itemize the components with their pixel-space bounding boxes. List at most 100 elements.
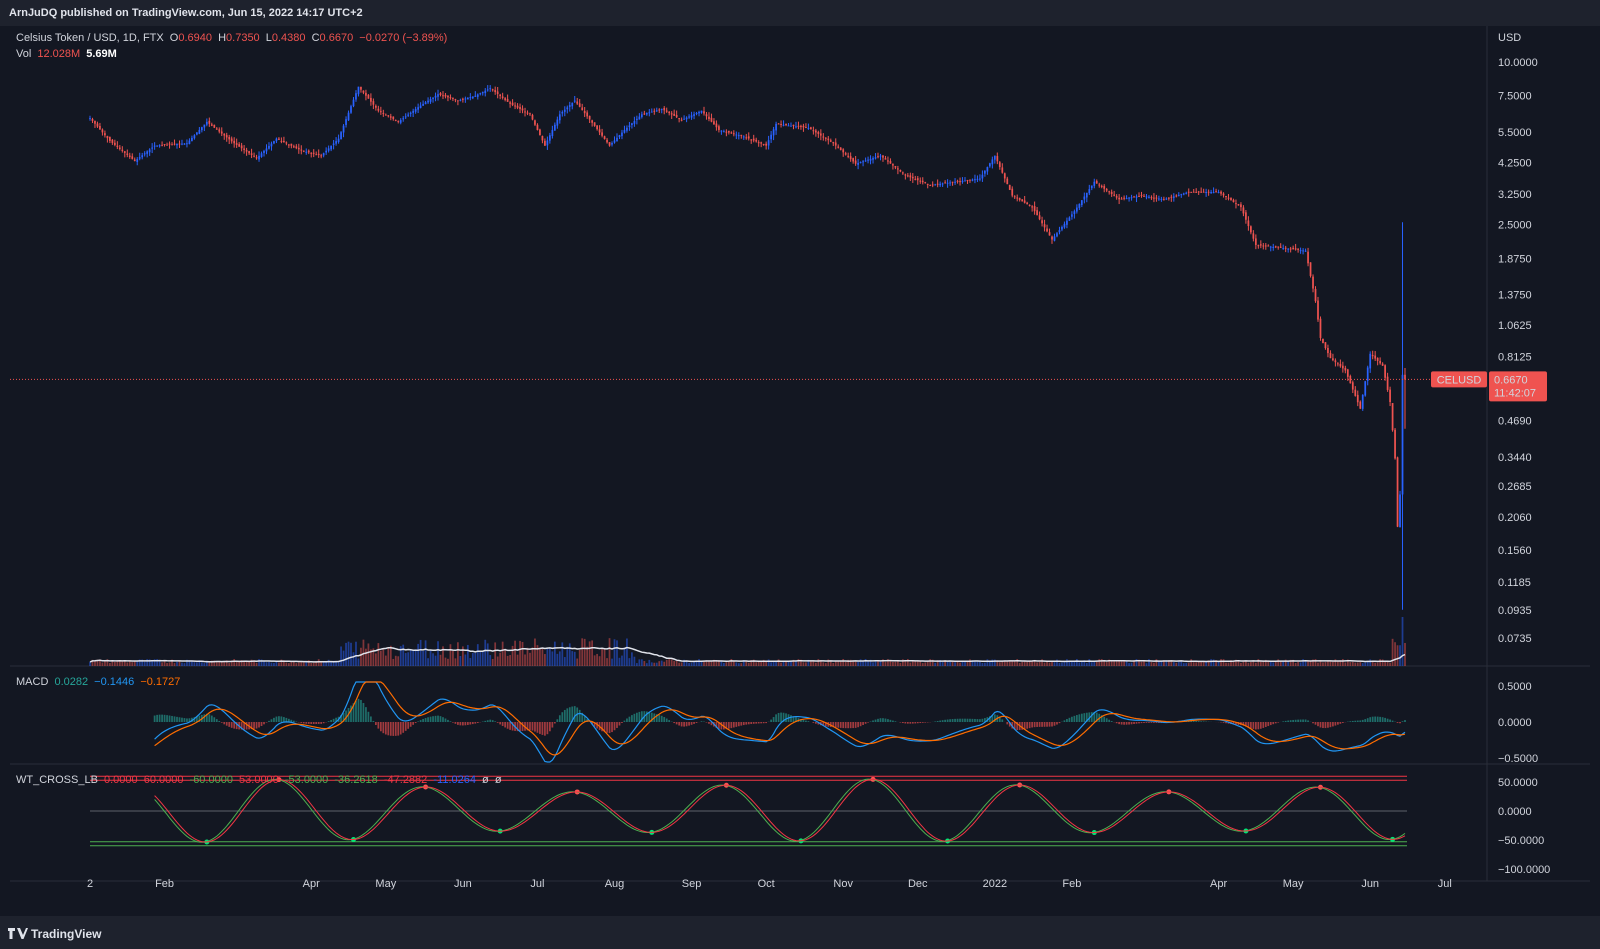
volume-bar (618, 657, 621, 666)
volume-bar (310, 662, 313, 666)
candle-body (335, 141, 337, 144)
tradingview-logo-icon[interactable] (8, 928, 28, 939)
volume-bar (718, 660, 720, 666)
volume-bar (924, 662, 927, 666)
macd-histogram-bar (317, 722, 320, 724)
price-tick-label: 7.5000 (1498, 91, 1532, 103)
volume-bar (1155, 659, 1158, 666)
volume-bar (636, 663, 638, 666)
macd-histogram-bar (287, 718, 290, 722)
volume-bar (969, 659, 971, 666)
macd-histogram-bar (616, 722, 618, 728)
candle-body (106, 135, 109, 139)
macd-histogram-bar (462, 722, 464, 726)
macd-histogram-bar (1287, 720, 1290, 722)
volume-bar (489, 655, 492, 666)
macd-histogram-bar (367, 711, 370, 722)
macd-histogram-bar (640, 711, 643, 722)
volume-bar (501, 641, 504, 666)
volume-bar (631, 652, 633, 666)
volume-bar (1269, 660, 1272, 666)
volume-bar (1028, 661, 1031, 666)
volume-bar (1394, 642, 1396, 666)
price-tick-label: 0.4690 (1498, 416, 1532, 428)
macd-histogram-bar (1235, 722, 1237, 725)
candle-body (1088, 189, 1091, 194)
macd-histogram-bar (934, 721, 937, 722)
macd-histogram-bar (1366, 718, 1369, 722)
candle-body (1394, 429, 1396, 459)
candle-body (94, 120, 96, 124)
macd-histogram-bar (486, 720, 489, 722)
volume-bar (1038, 661, 1041, 666)
volume-bar (981, 663, 984, 666)
candle-body (1163, 199, 1165, 201)
volume-bar (568, 643, 571, 666)
candle-body (230, 138, 233, 142)
candle-body (1115, 196, 1118, 198)
volume-bar (218, 661, 221, 666)
volume-bar (123, 660, 126, 666)
macd-histogram-bar (300, 722, 303, 723)
candle-body (961, 180, 964, 183)
wt-value: ø (494, 774, 502, 786)
macd-histogram-bar (1391, 720, 1394, 722)
chart-frame[interactable]: USD 10.0000 7.5000 5.5000 4.2500 3.2500 2.5000… (10, 26, 1590, 916)
macd-histogram-bar (665, 718, 668, 722)
macd-histogram-bar (839, 722, 842, 728)
macd-histogram-bar (626, 718, 628, 722)
macd-histogram-bar (785, 713, 787, 722)
candle-body (941, 183, 944, 185)
volume-bar (278, 662, 280, 666)
volume-bar (1227, 662, 1230, 666)
candle-body (111, 139, 114, 143)
volume-bar (1339, 660, 1342, 666)
macd-histogram-bar (1312, 722, 1314, 724)
macd-histogram-bar (792, 716, 795, 722)
volume-bar (444, 657, 447, 666)
candle-body (1192, 191, 1195, 193)
volume-bar (248, 662, 250, 666)
macd-histogram-bar (228, 722, 231, 727)
volume-bar (621, 655, 623, 666)
volume-bar (131, 662, 134, 666)
price-tick-label: 4.2500 (1498, 157, 1532, 169)
tradingview-brand[interactable]: TradingView (31, 927, 102, 941)
symbol-title[interactable]: Celsius Token / USD, 1D, FTX (16, 32, 164, 44)
volume-bar (258, 659, 260, 666)
macd-histogram-bar (1197, 721, 1200, 722)
volume-bar (337, 660, 340, 666)
candle-body (735, 134, 738, 136)
chart-canvas[interactable]: USD10.00007.50005.50004.25003.25002.5000… (10, 26, 1590, 916)
candle-body (1230, 197, 1232, 201)
candle-body (471, 96, 474, 99)
candle-body (474, 95, 477, 97)
volume-bar (1021, 661, 1024, 666)
volume-bar (96, 659, 99, 666)
macd-histogram-bar (466, 722, 469, 725)
candle-body (1235, 203, 1237, 205)
candle-body (837, 146, 840, 148)
volume-bar (268, 661, 270, 666)
volume-bar (874, 660, 877, 666)
volume-bar (1177, 661, 1180, 666)
volume-bar (1200, 661, 1203, 666)
candle-body (847, 155, 850, 157)
volume-bar (730, 659, 733, 666)
candle-body (1113, 194, 1116, 196)
candle-body (1031, 206, 1033, 208)
volume-bar (260, 659, 263, 666)
macd-histogram-bar (1254, 722, 1257, 730)
candle-body (146, 151, 149, 154)
candle-body (504, 98, 507, 100)
macd-histogram-bar (1304, 719, 1307, 722)
volume-bar (531, 647, 534, 666)
volume-bar (133, 661, 136, 666)
macd-histogram-bar (1123, 722, 1125, 725)
macd-histogram-bar (278, 716, 280, 722)
volume-bar (146, 659, 149, 666)
macd-histogram-bar (357, 698, 360, 722)
macd-histogram-bar (606, 722, 608, 733)
volume-bar (424, 640, 427, 666)
macd-histogram-bar (1337, 722, 1339, 725)
